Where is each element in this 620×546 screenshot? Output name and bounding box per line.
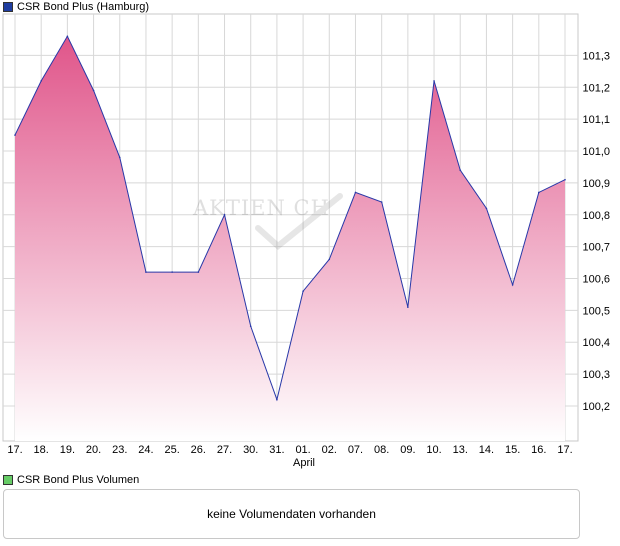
watermark-text: AKTIEN CH: [192, 196, 330, 220]
x-axis: 17. 18. 19. 20. 23. 24. 25. 26. 27. 30. 31. 01. 02. 0…: [7, 444, 572, 456]
data-point: [511, 284, 514, 286]
x-tick-label: 17.: [7, 444, 22, 456]
x-tick-label: 31.: [269, 444, 284, 456]
x-tick-label: 01.: [295, 444, 310, 456]
data-point: [433, 80, 435, 82]
volume-legend-swatch: [3, 475, 13, 485]
data-point: [485, 207, 488, 210]
data-point: [328, 258, 331, 261]
data-point: [538, 191, 540, 194]
data-point: [407, 306, 409, 308]
data-point: [14, 134, 16, 136]
x-tick-label: 09.: [400, 444, 415, 456]
x-tick-label: 13.: [453, 444, 468, 456]
x-tick-label: 24.: [138, 444, 153, 456]
data-point: [276, 398, 278, 401]
y-tick-label: 101,0: [582, 146, 610, 158]
x-tick-label: 19.: [60, 444, 75, 456]
data-point: [223, 213, 226, 216]
data-point: [302, 290, 304, 293]
x-tick-label: 23.: [112, 444, 127, 456]
price-legend-label: CSR Bond Plus (Hamburg): [17, 1, 150, 13]
data-point: [354, 191, 357, 194]
y-tick-label: 100,4: [582, 337, 610, 349]
data-point: [459, 169, 462, 171]
x-tick-label: 14.: [479, 444, 494, 456]
data-point: [249, 325, 252, 328]
x-tick-label: 08.: [374, 444, 389, 456]
y-tick-label: 101,1: [582, 114, 610, 126]
data-point: [197, 271, 200, 273]
price-chart: AKTIEN CH 100,2 100,3 100,4 100,5 100,6 100,7…: [2, 13, 610, 469]
x-tick-label: 18.: [34, 444, 49, 456]
price-legend-swatch: [3, 2, 13, 12]
data-point: [564, 178, 566, 181]
x-tick-label: 16.: [531, 444, 546, 456]
x-tick-label: 25.: [164, 444, 179, 456]
x-tick-label: 27.: [217, 444, 232, 456]
data-point: [380, 201, 383, 203]
x-tick-label: 20.: [86, 444, 101, 456]
watermark: AKTIEN CH: [192, 193, 343, 250]
series: [14, 35, 566, 441]
y-tick-label: 100,3: [582, 369, 610, 381]
y-tick-label: 100,8: [582, 210, 610, 222]
data-point: [40, 80, 42, 82]
x-tick-label: 26.: [191, 444, 206, 456]
y-tick-label: 100,6: [582, 273, 610, 285]
month-label: April: [293, 457, 315, 469]
y-tick-label: 101,2: [582, 82, 610, 94]
y-tick-label: 100,7: [582, 242, 610, 254]
data-point: [171, 271, 173, 273]
y-tick-label: 100,5: [582, 305, 610, 317]
price-legend: CSR Bond Plus (Hamburg): [3, 0, 149, 14]
y-tick-label: 100,9: [582, 178, 610, 190]
y-tick-label: 101,3: [582, 50, 610, 62]
watermark-check-icon: [255, 193, 343, 250]
x-tick-label: 10.: [426, 444, 441, 456]
y-tick-label: 100,2: [582, 401, 610, 413]
x-tick-label: 07.: [348, 444, 363, 456]
x-tick-label: 02.: [322, 444, 337, 456]
data-point: [66, 35, 69, 38]
x-tick-label: 15.: [505, 444, 520, 456]
price-line: [14, 35, 566, 402]
data-point: [118, 156, 121, 159]
volume-legend: CSR Bond Plus Volumen: [3, 473, 139, 487]
x-tick-label: 17.: [557, 444, 572, 456]
volume-empty-message: keine Volumendaten vorhanden: [207, 507, 376, 521]
data-point: [145, 271, 147, 273]
volume-panel: keine Volumendaten vorhanden: [3, 489, 580, 539]
y-axis: 100,2 100,3 100,4 100,5 100,6 100,7 100,8 100,9…: [582, 50, 610, 413]
x-tick-label: 30.: [243, 444, 258, 456]
data-point: [92, 89, 95, 92]
volume-legend-label: CSR Bond Plus Volumen: [17, 474, 140, 486]
